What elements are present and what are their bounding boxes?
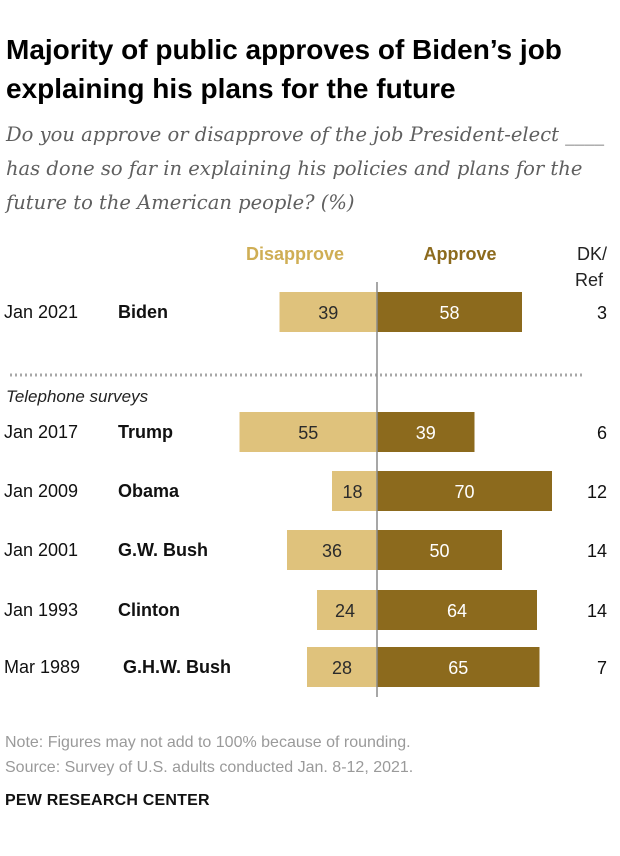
header-dk-ref-line2: Ref: [575, 270, 604, 290]
approve-bar: [377, 471, 552, 511]
dk-ref-value: 7: [597, 658, 607, 678]
chart-row: Jan 2021 Biden 39 58 3: [4, 292, 607, 332]
row-date: Jan 2009: [4, 481, 78, 501]
header-disapprove: Disapprove: [246, 244, 344, 264]
disapprove-bar: [307, 647, 377, 687]
disapprove-bar: [332, 471, 377, 511]
approve-value: 70: [454, 482, 474, 502]
approve-bar: [377, 530, 502, 570]
row-name: Obama: [118, 481, 180, 501]
dk-ref-value: 12: [587, 482, 607, 502]
disapprove-bar: [239, 412, 377, 452]
separator: Telephone surveys: [6, 373, 584, 406]
chart-row: Mar 1989 G.H.W. Bush 28 65 7: [4, 647, 607, 687]
disapprove-bar: [287, 530, 377, 570]
header-dk-ref-line1: DK/: [577, 244, 607, 264]
row-name: G.H.W. Bush: [123, 657, 231, 677]
disapprove-bar: [279, 292, 377, 332]
dk-ref-value: 6: [597, 423, 607, 443]
disapprove-value: 28: [332, 658, 352, 678]
row-name: Clinton: [118, 600, 180, 620]
dk-ref-value: 3: [597, 303, 607, 323]
chart-subtitle: Do you approve or disapprove of the job …: [6, 123, 605, 214]
chart-row: Jan 2001 G.W. Bush 36 50 14: [4, 530, 607, 570]
disapprove-value: 24: [335, 601, 355, 621]
chart-row: Jan 2017 Trump 55 39 6: [4, 412, 607, 452]
column-headers: Disapprove Approve DK/Ref: [246, 244, 607, 290]
approve-bar: [377, 292, 522, 332]
approve-value: 39: [416, 423, 436, 443]
row-name: Trump: [118, 422, 173, 442]
chart-row: Jan 2009 Obama 18 70 12: [4, 471, 607, 511]
disapprove-bar: [317, 590, 377, 630]
disapprove-value: 55: [298, 423, 318, 443]
row-date: Jan 2021: [4, 302, 78, 322]
separator-label: Telephone surveys: [6, 387, 149, 406]
chart-row: Jan 1993 Clinton 24 64 14: [4, 590, 607, 630]
brand-label: PEW RESEARCH CENTER: [5, 792, 210, 809]
row-name: G.W. Bush: [118, 540, 208, 560]
approve-bar: [377, 647, 540, 687]
header-approve: Approve: [423, 244, 496, 264]
row-date: Jan 2001: [4, 540, 78, 560]
disapprove-value: 36: [322, 541, 342, 561]
approve-value: 65: [448, 658, 468, 678]
row-date: Jan 1993: [4, 600, 78, 620]
row-date: Jan 2017: [4, 422, 78, 442]
row-date: Mar 1989: [4, 657, 80, 677]
approve-bar: [377, 412, 475, 452]
source-text: Source: Survey of U.S. adults conducted …: [5, 759, 414, 776]
note-text: Note: Figures may not add to 100% becaus…: [5, 734, 411, 751]
approve-value: 50: [429, 541, 449, 561]
approve-value: 58: [439, 303, 459, 323]
chart-title: Majority of public approves of Biden’s j…: [6, 34, 562, 104]
dk-ref-value: 14: [587, 601, 607, 621]
disapprove-value: 18: [342, 482, 362, 502]
approve-value: 64: [447, 601, 467, 621]
dk-ref-value: 14: [587, 541, 607, 561]
disapprove-value: 39: [318, 303, 338, 323]
row-name: Biden: [118, 302, 168, 322]
approve-bar: [377, 590, 537, 630]
footnotes: Note: Figures may not add to 100% becaus…: [5, 730, 605, 780]
